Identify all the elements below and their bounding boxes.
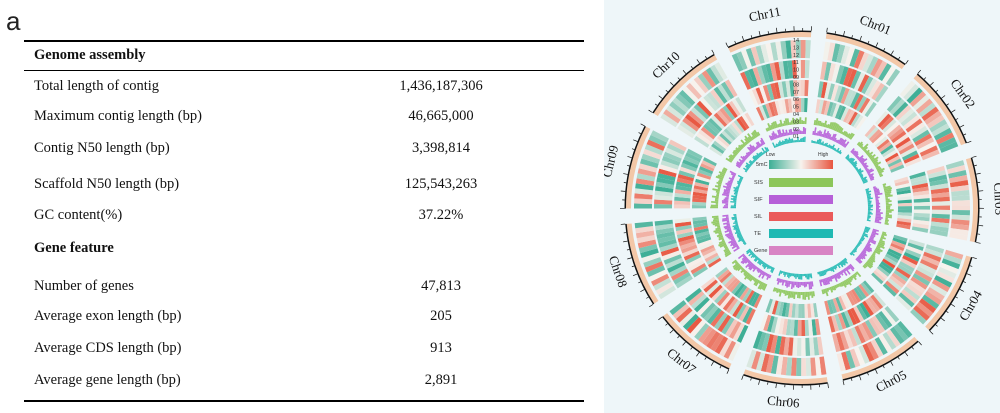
panel-label-a: a: [6, 6, 21, 36]
chromosome-segment-chr04: Chr04: [849, 226, 985, 335]
legend-low-label: Low: [766, 152, 776, 158]
row-value-max-contig-length: 46,665,000: [408, 108, 474, 124]
legend-track-swatch: [769, 195, 833, 204]
row-value-scaffold-n50: 125,543,263: [404, 176, 478, 192]
row-value-contig-n50: 3,398,814: [412, 140, 470, 156]
row-label-gc-content: GC content(%): [34, 207, 123, 223]
legend-track-label: SIL: [754, 214, 762, 220]
track-number: 02: [793, 127, 799, 133]
legend-heatmap-title: 5mC: [756, 162, 768, 168]
legend-track-swatch: [769, 246, 833, 255]
table-top-rule: [24, 40, 584, 42]
track-number: 10: [793, 68, 799, 74]
chromosome-label: Chr06: [766, 393, 800, 411]
chromosome-segment-chr08: Chr08: [606, 213, 747, 308]
section-title-gene-feature: Gene feature: [34, 240, 114, 256]
legend-track-swatch: [769, 178, 833, 187]
legend-track-swatch: [769, 229, 833, 238]
track-number: 14: [793, 38, 799, 44]
chromosome-label: Chr03: [991, 182, 1000, 215]
track-number: 12: [793, 53, 799, 59]
section-title-genome-assembly: Genome assembly: [34, 47, 146, 63]
chromosome-rings: Chr01Chr02Chr03Chr04Chr05Chr06Chr07Chr08…: [604, 4, 1000, 411]
row-value-avg-gene-length: 2,891: [424, 372, 458, 388]
legend-track-swatch: [769, 212, 833, 221]
legend-high-label: High: [818, 152, 829, 158]
row-label-total-contig-length: Total length of contig: [34, 78, 160, 94]
track-number: 07: [793, 90, 799, 96]
chromosome-segment-chr10: Chr10: [648, 48, 770, 173]
legend-track-label: Gene: [754, 248, 767, 254]
table-header-rule: [24, 70, 584, 71]
chromosome-segment-chr11: Chr11: [725, 4, 812, 149]
row-value-avg-cds-length: 913: [430, 340, 452, 356]
legend-track-label: TE: [754, 231, 761, 237]
row-value-gc-content: 37.22%: [418, 207, 464, 223]
legend-track-label: SIS: [754, 180, 763, 186]
track-number: 13: [793, 45, 799, 51]
row-label-avg-exon-length: Average exon length (bp): [34, 308, 182, 324]
row-label-avg-gene-length: Average gene length (bp): [34, 372, 181, 388]
chromosome-label: Chr11: [748, 4, 782, 25]
circos-plot: Chr01Chr02Chr03Chr04Chr05Chr06Chr07Chr08…: [604, 0, 1000, 413]
track-number: 09: [793, 75, 799, 81]
row-label-scaffold-n50: Scaffold N50 length (bp): [34, 176, 180, 192]
track-number: 08: [793, 82, 799, 88]
chromosome-segment-chr03: Chr03: [865, 155, 1000, 244]
legend-track-label: SIF: [754, 197, 763, 203]
row-label-max-contig-length: Maximum contig length (bp): [34, 108, 202, 124]
table-bottom-rule: [24, 400, 584, 402]
row-label-avg-cds-length: Average CDS length (bp): [34, 340, 182, 356]
chromosome-segment-chr09: Chr09: [604, 123, 744, 209]
chromosome-segment-chr05: Chr05: [817, 257, 922, 395]
row-value-total-contig-length: 1,436,187,306: [399, 78, 483, 94]
chromosome-segment-chr06: Chr06: [741, 270, 829, 411]
row-label-contig-n50: Contig N50 length (bp): [34, 140, 170, 156]
row-value-number-of-genes: 47,813: [421, 278, 461, 294]
chromosome-segment-chr02: Chr02: [845, 69, 979, 184]
track-number: 05: [793, 105, 799, 111]
legend-heat-gradient: [769, 160, 833, 169]
track-number: 11: [793, 60, 799, 66]
track-number: 04: [793, 112, 799, 118]
circos-legend: Low High 5mC SIS SIF SIL TE Gene: [754, 152, 833, 255]
row-value-avg-exon-length: 205: [430, 308, 452, 324]
track-number: 03: [793, 119, 799, 125]
track-number: 06: [793, 97, 799, 103]
track-number: 01: [793, 134, 799, 140]
row-label-number-of-genes: Number of genes: [34, 278, 134, 294]
